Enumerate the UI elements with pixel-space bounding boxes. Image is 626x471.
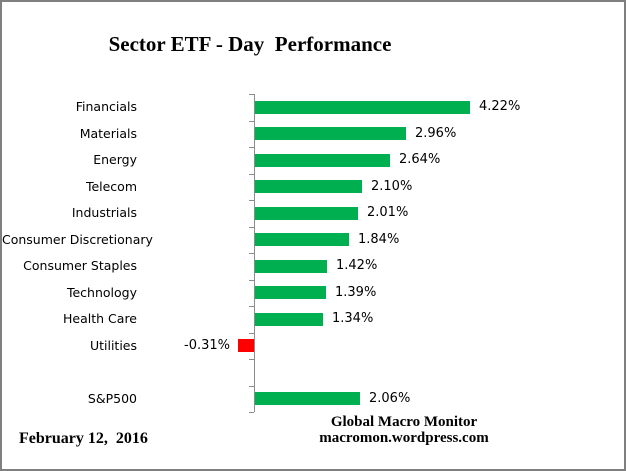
value-label: 1.34% — [332, 311, 374, 326]
axis-tick — [249, 227, 254, 228]
category-label: Industrials — [71, 205, 137, 220]
category-label: Consumer Staples — [23, 258, 137, 273]
chart-title: Sector ETF - Day Performance — [108, 32, 392, 56]
category-label: Energy — [93, 152, 137, 167]
axis-tick — [249, 121, 254, 122]
category-label: Consumer Discretionary — [2, 231, 153, 247]
bar — [255, 153, 390, 167]
value-label: 2.01% — [367, 205, 409, 220]
attribution-url: macromon.wordpress.com — [319, 430, 489, 446]
value-label: 1.39% — [335, 284, 377, 300]
value-label: 2.10% — [371, 178, 413, 194]
attribution: Global Macro Monitor macromon.wordpress.… — [254, 414, 554, 446]
axis-tick — [249, 253, 254, 254]
bar — [255, 233, 349, 247]
axis-tick — [249, 333, 254, 334]
axis-tick — [249, 94, 254, 95]
axis-tick — [249, 386, 254, 387]
bar — [255, 206, 358, 220]
bar — [255, 392, 360, 406]
value-label: 2.06% — [369, 390, 411, 406]
value-label: 2.64% — [399, 152, 441, 167]
category-label: Financials — [75, 99, 137, 114]
value-label: 1.42% — [336, 258, 378, 273]
bar — [255, 286, 326, 300]
value-label: 1.84% — [358, 231, 400, 247]
category-label: Materials — [79, 125, 137, 141]
axis-tick — [249, 412, 254, 413]
axis-tick — [249, 359, 254, 360]
attribution-source: Global Macro Monitor — [330, 414, 478, 430]
axis-tick — [249, 147, 254, 148]
category-label: Health Care — [63, 311, 137, 326]
bar — [238, 339, 254, 353]
category-label: Technology — [66, 284, 137, 300]
bar — [255, 127, 406, 141]
date-label: February 12, 2016 — [19, 430, 148, 447]
value-label: -0.31% — [184, 337, 230, 353]
axis-tick — [249, 280, 254, 281]
axis-tick — [249, 306, 254, 307]
y-axis-line — [254, 94, 255, 412]
bar — [255, 259, 327, 273]
category-label: Telecom — [85, 178, 137, 194]
bar — [255, 312, 323, 326]
value-label: 4.22% — [479, 99, 521, 114]
axis-tick — [249, 174, 254, 175]
value-label: 2.96% — [415, 125, 457, 141]
bar — [255, 180, 362, 194]
axis-tick — [249, 200, 254, 201]
bar — [255, 100, 470, 114]
category-label: S&P500 — [87, 390, 137, 406]
category-label: Utilities — [89, 337, 137, 353]
